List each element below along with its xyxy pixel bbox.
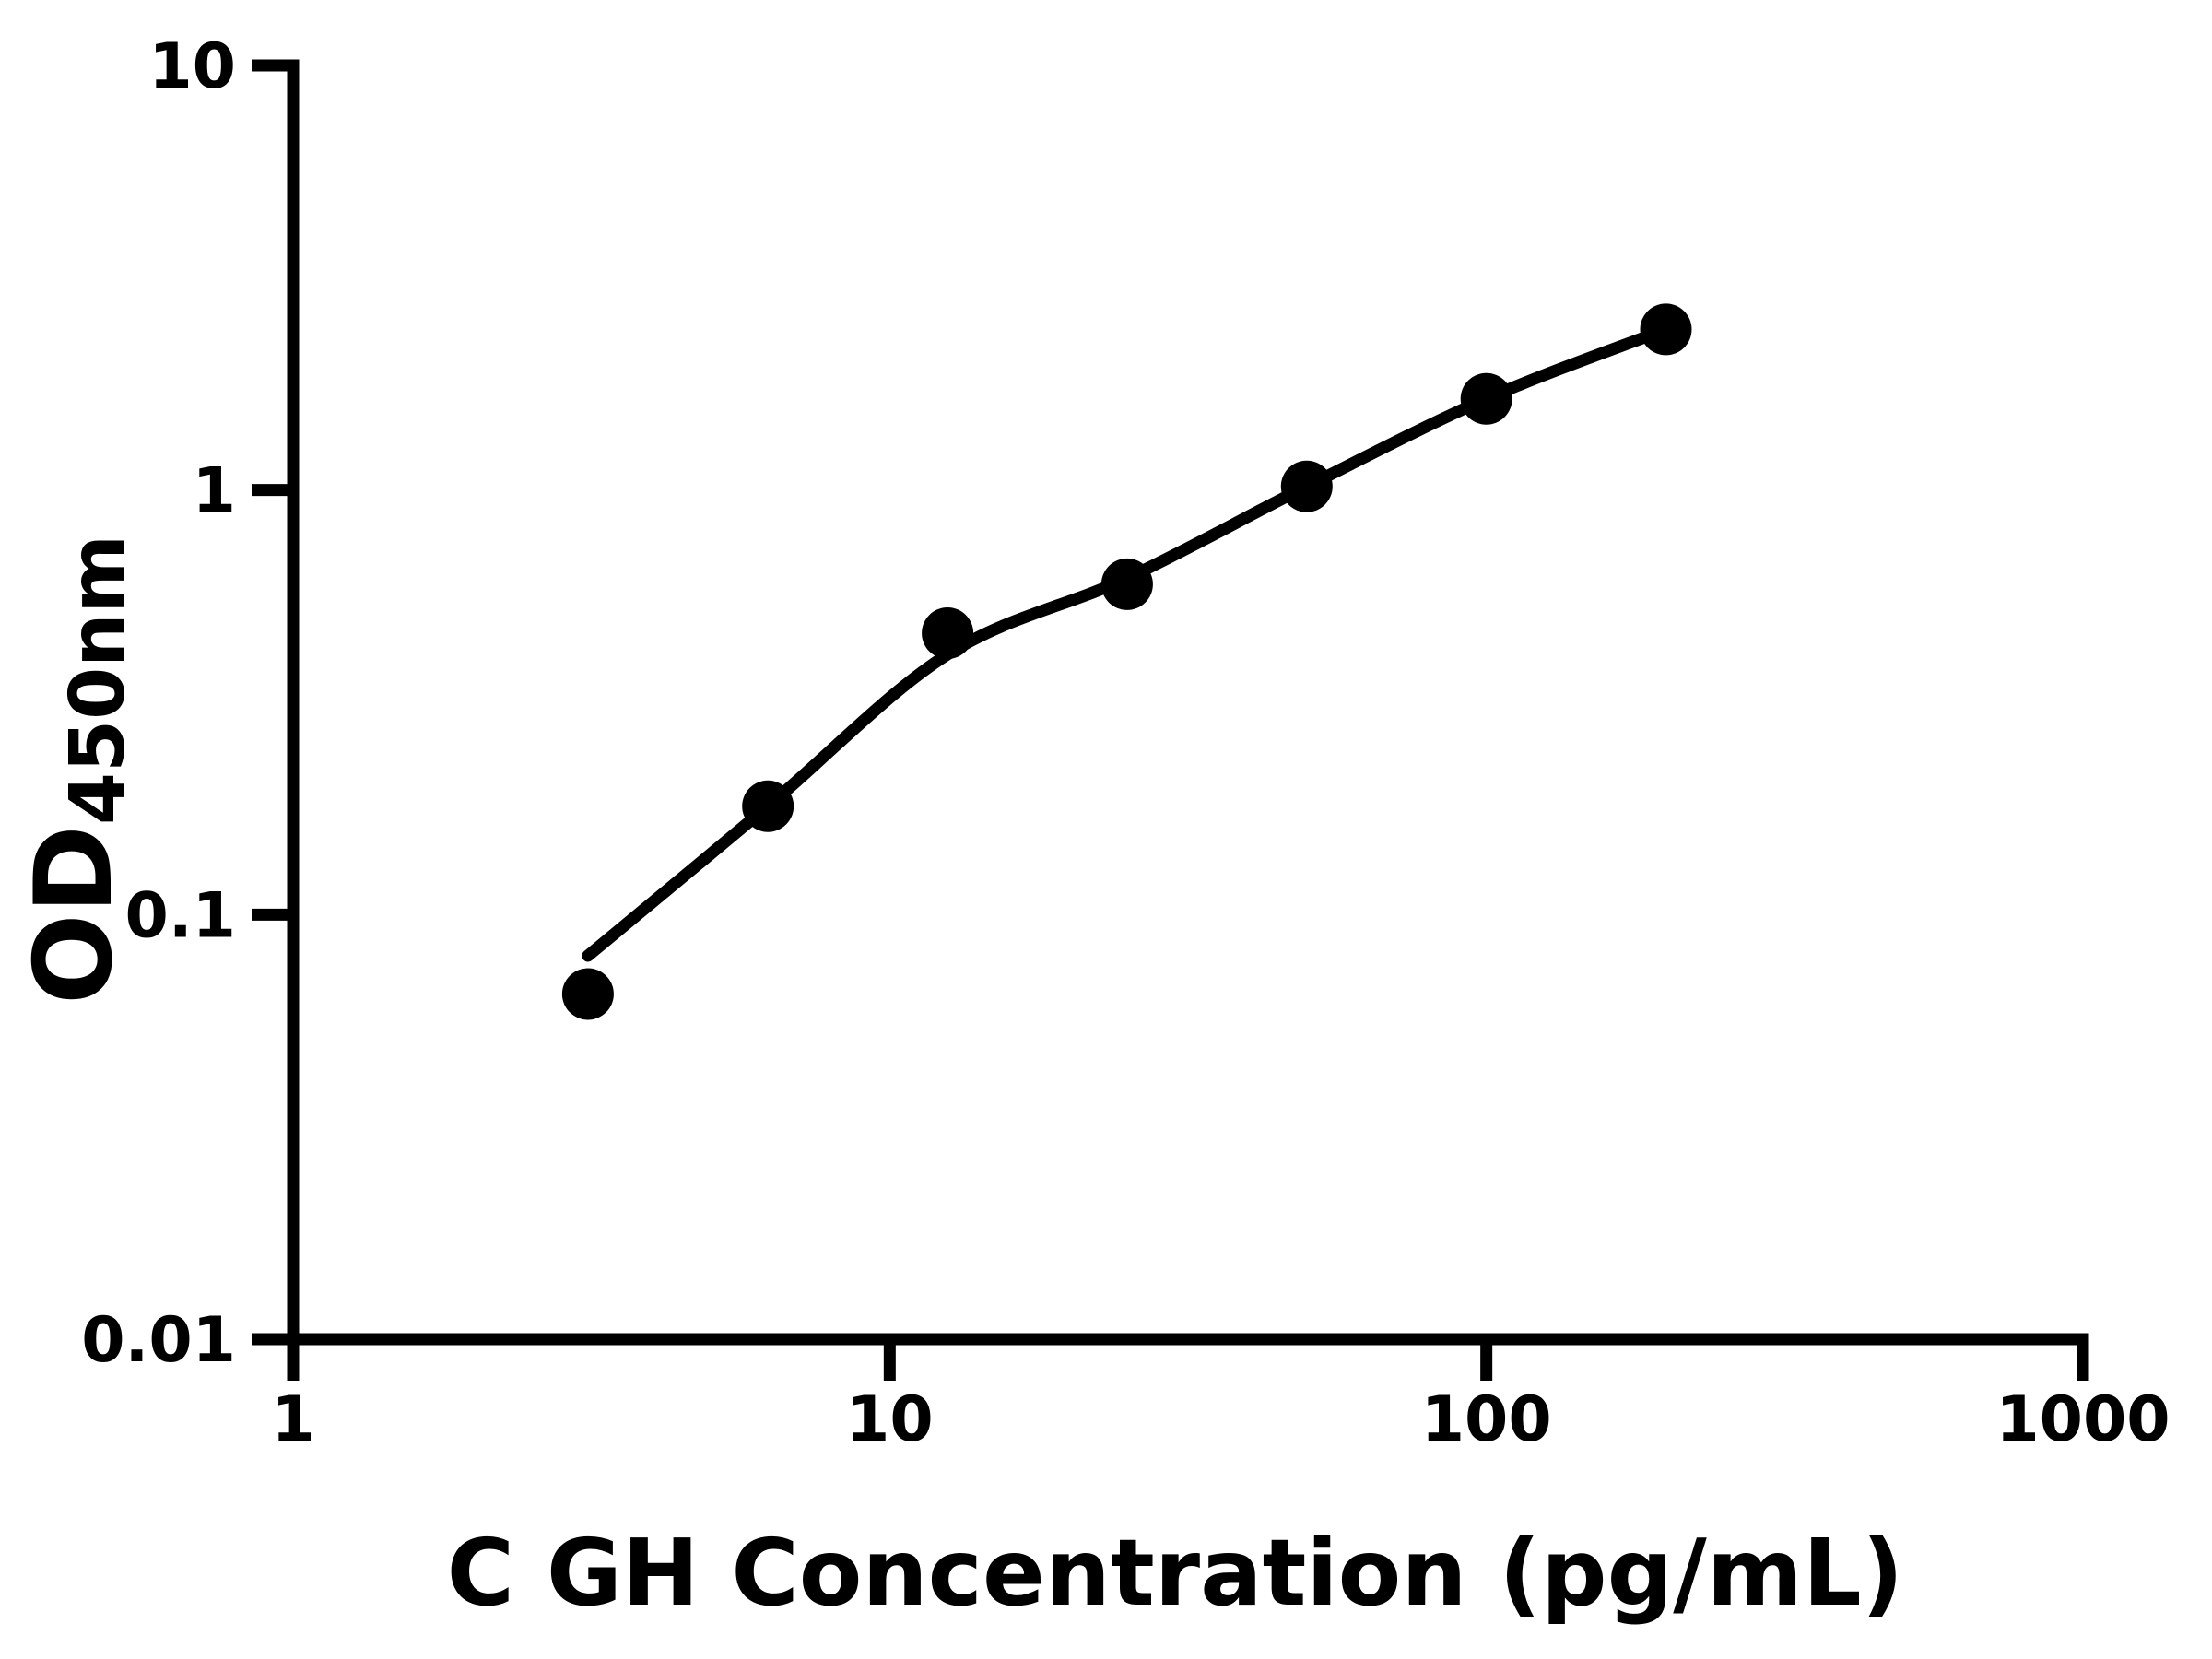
- data-point: [922, 607, 974, 659]
- y-axis-tick-label: 10: [148, 30, 236, 103]
- data-point: [1460, 372, 1512, 425]
- y-axis-tick-label: 1: [193, 455, 236, 528]
- y-axis-title-main: OD: [12, 825, 136, 1005]
- x-axis-tick-label: 1: [271, 1383, 314, 1456]
- y-axis-title-subscript: 450nm: [54, 535, 142, 825]
- x-axis-tick-label: 100: [1421, 1383, 1552, 1456]
- data-point: [561, 968, 614, 1020]
- x-axis-title: C GH Concentration (pg/mL): [447, 1519, 1904, 1627]
- x-axis-tick-label: 1000: [1995, 1383, 2170, 1456]
- fit-curve: [582, 323, 1672, 962]
- data-point: [1100, 558, 1153, 610]
- x-axis-tick-label: 10: [846, 1383, 934, 1456]
- data-point: [742, 780, 794, 832]
- y-axis-title: OD450nm: [12, 535, 142, 1005]
- y-axis-tick-label: 0.1: [125, 879, 236, 952]
- data-point: [1640, 303, 1692, 356]
- y-axis-tick-label: 0.01: [81, 1304, 236, 1377]
- data-point: [1280, 460, 1333, 512]
